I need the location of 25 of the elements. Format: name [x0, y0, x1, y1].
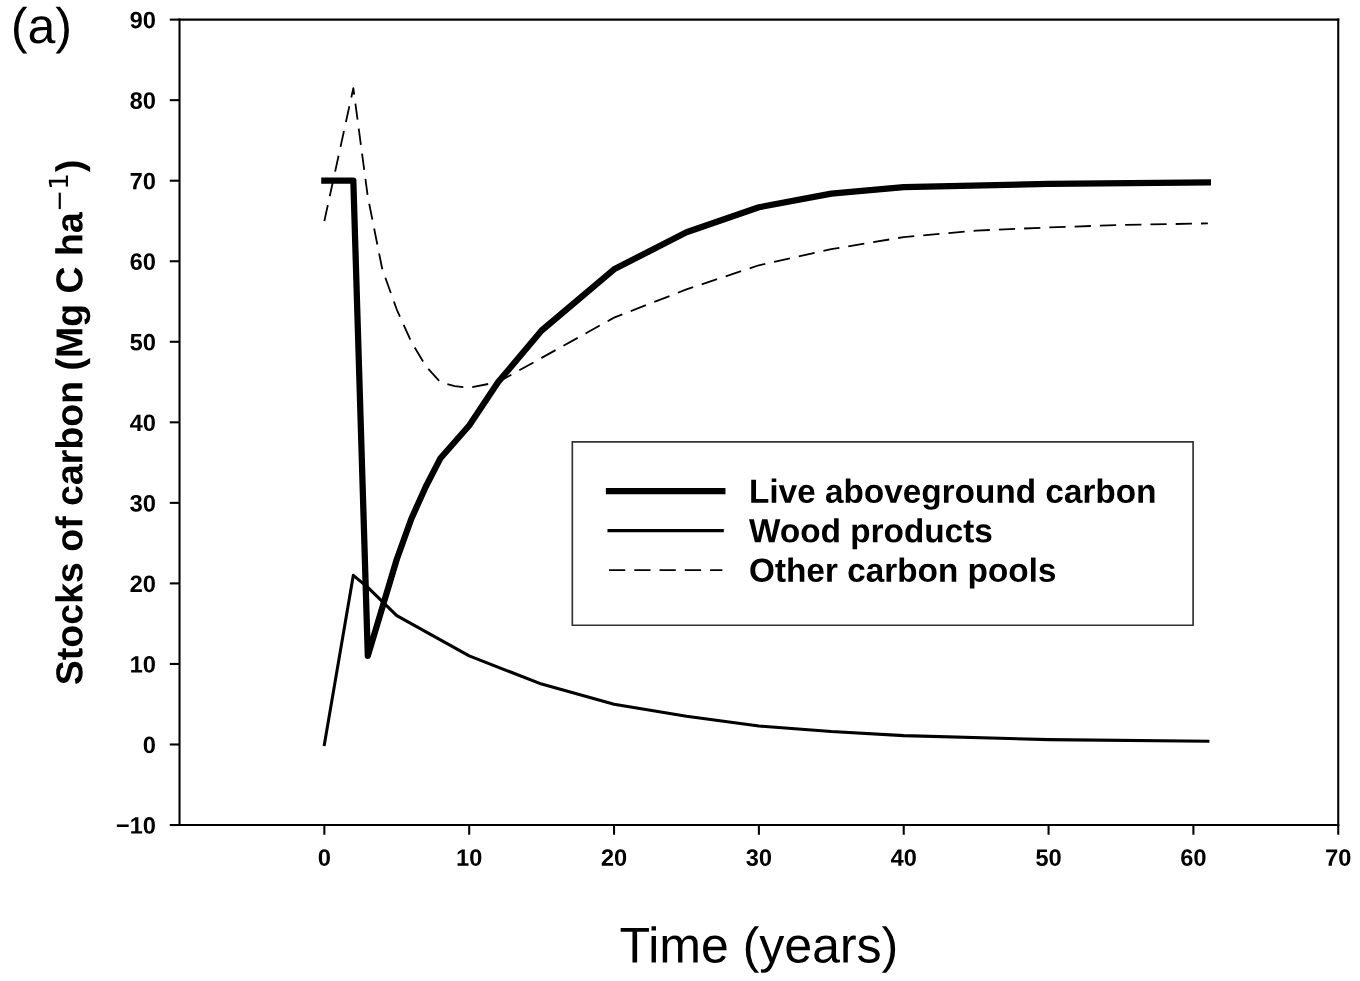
- text: (a): [13, 6, 69, 54]
- y-tick-label: 0: [143, 736, 155, 754]
- y-tick-label: 20: [130, 575, 155, 593]
- y-tick-label: 60: [130, 253, 155, 271]
- x-tick-label: 30: [746, 849, 772, 867]
- x-axis-title: Time (years): [620, 926, 896, 973]
- y-tick-label: 30: [130, 494, 155, 512]
- y-tick-label: 10: [131, 656, 155, 673]
- x-tick-label: 10: [457, 849, 482, 866]
- y-tick-label: 50: [130, 333, 155, 351]
- x-tick-label: 20: [601, 849, 627, 866]
- x-tick-label: 0: [318, 849, 330, 866]
- x-tick-label: 50: [1036, 849, 1061, 866]
- y-tick-label: 80: [130, 92, 155, 109]
- y-tick-label: 90: [130, 11, 155, 29]
- legend-label: Wood products: [749, 518, 992, 550]
- legend-label: Live aboveground carbon: [751, 478, 1155, 510]
- y-tick-label: 70: [130, 172, 155, 190]
- y-axis-title: Stocks of carbon (Mg C ha$^{−1}$): [48, 161, 91, 685]
- x-tick-label: 60: [1181, 849, 1206, 866]
- y-tick-label: 40: [130, 414, 155, 432]
- x-tick-label: 70: [1326, 849, 1351, 866]
- x-tick-label: 40: [890, 849, 916, 866]
- legend-label: Other carbon pools: [750, 557, 1056, 589]
- y-tick-label: −10: [116, 817, 155, 834]
